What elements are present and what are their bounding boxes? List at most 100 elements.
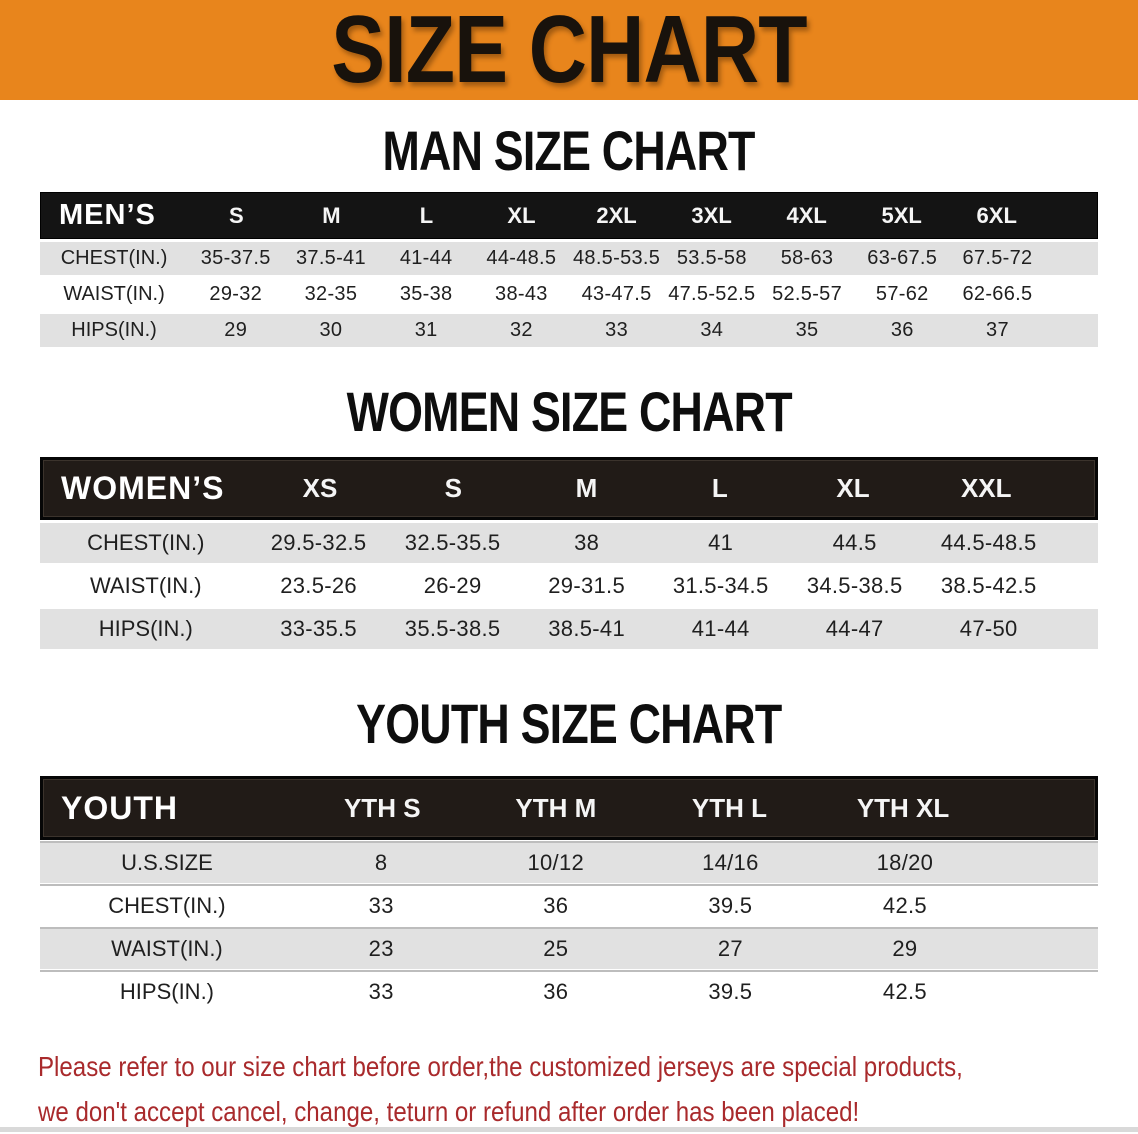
man-heading-text: MAN SIZE CHART xyxy=(382,119,756,182)
youth-chest-row: CHEST(IN.) 33 36 39.5 42.5 xyxy=(40,884,1098,926)
youth-ussize-xl: 18/20 xyxy=(876,850,934,875)
men-waist-5xl: 57-62 xyxy=(875,283,929,305)
men-chest-2xl: 48.5-53.5 xyxy=(572,247,661,269)
women-hips-m: 38.5-41 xyxy=(548,616,625,641)
youth-size-header-m: YTH M xyxy=(515,792,597,823)
men-waist-xl: 38-43 xyxy=(495,283,548,305)
men-size-header-5xl: 5XL xyxy=(881,202,922,228)
women-hips-xl: 44-47 xyxy=(825,616,884,641)
men-hips-2xl: 33 xyxy=(605,319,629,341)
men-hips-3xl: 34 xyxy=(700,319,724,341)
row-label-hips: HIPS(IN.) xyxy=(71,319,157,341)
men-size-header-6xl: 6XL xyxy=(976,202,1017,228)
column-spacer xyxy=(992,992,1098,993)
women-chest-s: 32.5-35.5 xyxy=(404,530,501,555)
order-disclaimer: Please refer to our size chart before or… xyxy=(38,1044,1100,1134)
men-waist-m: 32-35 xyxy=(304,283,358,305)
youth-hips-s: 33 xyxy=(368,979,394,1004)
men-size-header-m: M xyxy=(322,202,341,228)
youth-table-header-row: YOUTH YTH S YTH M YTH L YTH XL xyxy=(40,776,1098,840)
row-label-waist: WAIST(IN.) xyxy=(111,936,223,961)
men-waist-row: WAIST(IN.) 29-32 32-35 35-38 38-43 43-47… xyxy=(40,278,1098,311)
men-hips-6xl: 37 xyxy=(986,319,1009,341)
youth-waist-m: 25 xyxy=(543,936,569,961)
men-table-header-row: MEN’S S M L XL 2XL 3XL 4XL 5XL 6XL xyxy=(40,192,1098,239)
youth-ussize-row: U.S.SIZE 8 10/12 14/16 18/20 xyxy=(40,841,1098,883)
men-chest-4xl: 58-63 xyxy=(780,247,834,269)
women-size-header-xxl: XXL xyxy=(960,473,1012,503)
youth-chest-s: 33 xyxy=(368,893,394,918)
women-waist-xs: 23.5-26 xyxy=(280,573,357,598)
column-spacer xyxy=(990,808,1095,809)
disclaimer-line-1: Please refer to our size chart before or… xyxy=(38,1051,963,1082)
youth-hips-row: HIPS(IN.) 33 36 39.5 42.5 xyxy=(40,970,1098,1012)
women-waist-xl: 34.5-38.5 xyxy=(806,573,903,598)
women-size-header-xs: XS xyxy=(302,473,338,503)
column-spacer xyxy=(1056,629,1098,630)
women-hips-s: 35.5-38.5 xyxy=(404,616,501,641)
women-chest-xl: 44.5 xyxy=(832,530,877,555)
row-label-waist: WAIST(IN.) xyxy=(63,283,165,305)
men-chest-l: 41-44 xyxy=(399,247,453,269)
women-chest-row: CHEST(IN.) 29.5-32.5 32.5-35.5 38 41 44.… xyxy=(40,523,1098,563)
column-spacer xyxy=(992,863,1098,864)
disclaimer-line-2: we don't accept cancel, change, teturn o… xyxy=(38,1096,860,1127)
women-size-header-l: L xyxy=(711,473,728,503)
youth-hips-xl: 42.5 xyxy=(882,979,927,1004)
women-table-header-row: WOMEN’S XS S M L XL XXL xyxy=(40,457,1098,520)
men-table-title: MEN’S xyxy=(59,199,156,231)
column-spacer xyxy=(992,949,1098,950)
youth-ussize-l: 14/16 xyxy=(702,850,759,875)
men-hips-row: HIPS(IN.) 29 30 31 32 33 34 35 36 37 xyxy=(40,314,1098,347)
women-size-table: WOMEN’S XS S M L XL XXL CHEST(IN.) 29.5-… xyxy=(40,457,1098,649)
youth-size-header-s: YTH S xyxy=(343,792,421,823)
men-size-header-l: L xyxy=(419,202,434,228)
men-chest-xl: 44-48.5 xyxy=(486,247,557,269)
women-hips-l: 41-44 xyxy=(691,616,750,641)
youth-hips-l: 39.5 xyxy=(708,979,753,1004)
men-waist-2xl: 43-47.5 xyxy=(581,283,652,305)
women-hips-xxl: 47-50 xyxy=(959,616,1018,641)
men-waist-4xl: 52.5-57 xyxy=(772,283,842,305)
women-size-chart-heading: WOMEN SIZE CHART xyxy=(0,384,1138,440)
men-waist-l: 35-38 xyxy=(399,283,453,305)
men-size-table: MEN’S S M L XL 2XL 3XL 4XL 5XL 6XL CHEST… xyxy=(40,192,1098,347)
men-waist-3xl: 47.5-52.5 xyxy=(668,283,756,305)
youth-size-header-xl: YTH XL xyxy=(856,792,950,823)
women-waist-m: 29-31.5 xyxy=(548,573,625,598)
youth-chest-l: 39.5 xyxy=(708,893,753,918)
banner-title: SIZE CHART xyxy=(331,0,807,103)
youth-waist-xl: 29 xyxy=(892,936,918,961)
column-spacer xyxy=(1045,294,1098,295)
row-label-chest: CHEST(IN.) xyxy=(87,530,205,555)
men-chest-row: CHEST(IN.) 35-37.5 37.5-41 41-44 44-48.5… xyxy=(40,242,1098,275)
women-waist-s: 26-29 xyxy=(423,573,482,598)
youth-ussize-s: 8 xyxy=(374,850,388,875)
youth-size-table: YOUTH YTH S YTH M YTH L YTH XL U.S.SIZE … xyxy=(40,776,1098,1012)
bottom-edge-strip xyxy=(0,1127,1138,1132)
man-size-chart-heading: MAN SIZE CHART xyxy=(0,119,1138,182)
men-chest-3xl: 53.5-58 xyxy=(676,247,747,269)
youth-ussize-m: 10/12 xyxy=(527,850,585,875)
women-hips-row: HIPS(IN.) 33-35.5 35.5-38.5 38.5-41 41-4… xyxy=(40,609,1098,649)
men-size-header-3xl: 3XL xyxy=(691,202,732,228)
men-hips-m: 30 xyxy=(319,319,343,341)
men-hips-4xl: 35 xyxy=(795,319,819,341)
youth-heading-text: YOUTH SIZE CHART xyxy=(356,692,782,755)
women-chest-xs: 29.5-32.5 xyxy=(270,530,367,555)
women-table-title: WOMEN’S xyxy=(61,470,225,506)
women-waist-xxl: 38.5-42.5 xyxy=(940,573,1037,598)
youth-waist-row: WAIST(IN.) 23 25 27 29 xyxy=(40,927,1098,969)
men-chest-5xl: 63-67.5 xyxy=(867,247,938,269)
size-chart-banner: SIZE CHART xyxy=(0,0,1138,100)
youth-size-header-l: YTH L xyxy=(691,792,767,823)
women-waist-l: 31.5-34.5 xyxy=(672,573,769,598)
men-hips-xl: 32 xyxy=(509,319,533,341)
row-label-waist: WAIST(IN.) xyxy=(89,573,202,598)
youth-hips-m: 36 xyxy=(543,979,569,1004)
women-chest-l: 41 xyxy=(708,530,734,555)
men-chest-s: 35-37.5 xyxy=(200,247,271,269)
men-hips-5xl: 36 xyxy=(890,319,914,341)
women-size-header-xl: XL xyxy=(836,473,870,503)
men-chest-m: 37.5-41 xyxy=(295,247,366,269)
